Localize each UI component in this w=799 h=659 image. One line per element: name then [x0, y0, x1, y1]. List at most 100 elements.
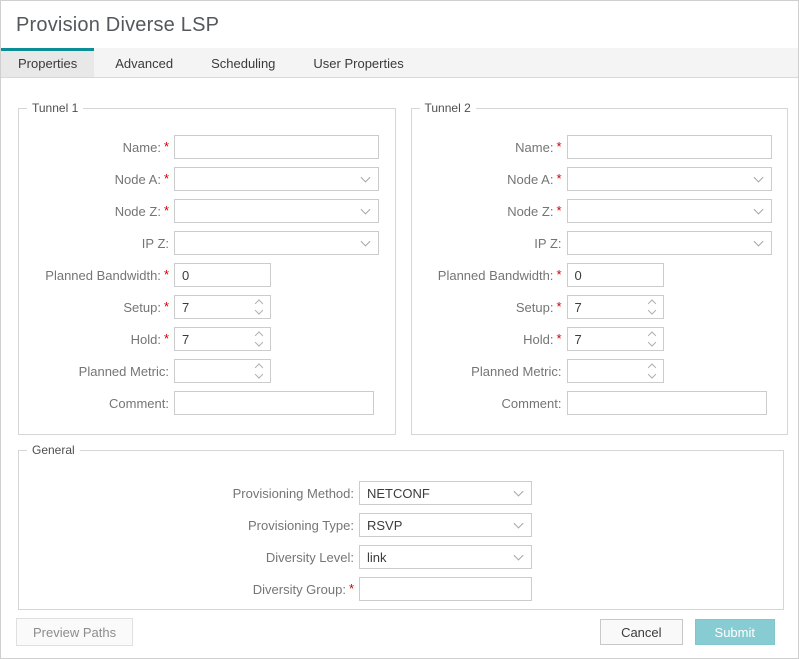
tab-advanced[interactable]: Advanced — [115, 56, 174, 71]
diversity-level-combobox[interactable] — [359, 545, 532, 569]
provisioning-method-row: Provisioning Method: — [19, 481, 783, 505]
tunnel2-hold-row: Hold: * — [412, 327, 788, 351]
tunnel2-ip-z-input[interactable] — [566, 231, 772, 255]
tunnel2-ip-z-combobox[interactable] — [566, 231, 772, 255]
submit-button[interactable]: Submit — [694, 619, 775, 645]
field-label: Comment: — [109, 395, 169, 411]
tunnel1-legend: Tunnel 1 — [32, 101, 79, 115]
tunnel1-comment-input[interactable] — [174, 391, 374, 415]
spinner-down-icon[interactable] — [254, 370, 264, 379]
tunnel2-node-z-input[interactable] — [566, 199, 772, 223]
tunnel2-setup-spinner[interactable] — [566, 295, 664, 319]
tunnel2-planned-metric-row: Planned Metric: — [412, 359, 788, 383]
tunnel1-fieldset: Tunnel 1 Name: * Node A: * Node Z: * IP Z: … — [18, 101, 396, 435]
tab-bar: Properties Advanced Scheduling User Prop… — [1, 48, 798, 78]
tunnel1-planned-bandwidth-input[interactable] — [174, 263, 271, 287]
field-label: Hold: — [523, 331, 554, 347]
required-marker: * — [556, 298, 562, 314]
tunnel2-node-a-input[interactable] — [566, 167, 772, 191]
field-label: Node A: — [114, 171, 161, 187]
provisioning-method-combobox[interactable] — [359, 481, 532, 505]
tunnel1-setup-row: Setup: * — [19, 295, 395, 319]
tab-scheduling[interactable]: Scheduling — [211, 56, 276, 71]
spinner-down-icon[interactable] — [647, 370, 656, 379]
required-marker: * — [163, 330, 169, 346]
field-label: Node Z: — [507, 203, 554, 219]
tunnel2-comment-input[interactable] — [566, 391, 767, 415]
tunnel2-setup-input[interactable] — [566, 295, 664, 319]
field-label: Planned Metric: — [471, 363, 562, 379]
required-marker: * — [556, 138, 562, 154]
cancel-button[interactable]: Cancel — [600, 619, 683, 645]
field-label: Name: — [515, 139, 554, 155]
tunnel1-setup-input[interactable] — [174, 295, 271, 319]
general-legend: General — [32, 443, 75, 457]
field-label: Planned Bandwidth: — [45, 267, 161, 283]
spinner-down-icon[interactable] — [647, 306, 656, 315]
required-marker: * — [163, 266, 169, 282]
tunnel1-node-a-row: Node A: * — [19, 167, 395, 191]
tunnel2-node-z-row: Node Z: * — [412, 199, 788, 223]
tunnel2-node-a-combobox[interactable] — [566, 167, 772, 191]
tunnel2-comment-row: Comment: — [412, 391, 788, 415]
required-marker: * — [556, 202, 562, 218]
field-label: Name: — [122, 139, 161, 155]
tunnel2-planned-bandwidth-row: Planned Bandwidth: * — [412, 263, 788, 287]
provisioning-type-input[interactable] — [359, 513, 532, 537]
tunnel1-node-z-input[interactable] — [174, 199, 379, 223]
spinner-down-icon[interactable] — [647, 338, 656, 347]
general-fieldset: General Provisioning Method: Provisionin… — [18, 443, 784, 610]
tunnel2-node-a-row: Node A: * — [412, 167, 788, 191]
required-marker: * — [163, 138, 169, 154]
tunnel1-hold-spinner[interactable] — [174, 327, 271, 351]
tunnel1-ip-z-combobox[interactable] — [174, 231, 379, 255]
field-label: Diversity Level: — [265, 549, 354, 565]
tunnel2-ip-z-row: IP Z: — [412, 231, 788, 255]
tunnel1-ip-z-row: IP Z: — [19, 231, 395, 255]
required-marker: * — [163, 298, 169, 314]
field-label: Provisioning Type: — [248, 517, 354, 533]
field-label: Node Z: — [114, 203, 161, 219]
tab-properties[interactable]: Properties — [1, 48, 95, 77]
tunnel2-hold-input[interactable] — [566, 327, 664, 351]
required-marker: * — [556, 266, 562, 282]
tunnel1-node-a-combobox[interactable] — [174, 167, 379, 191]
tunnel2-node-z-combobox[interactable] — [566, 199, 772, 223]
preview-paths-button[interactable]: Preview Paths — [16, 618, 134, 646]
tunnel1-planned-metric-input[interactable] — [174, 359, 271, 383]
tunnel1-setup-spinner[interactable] — [174, 295, 271, 319]
tunnel2-hold-spinner[interactable] — [566, 327, 664, 351]
page-title: Provision Diverse LSP — [16, 14, 220, 36]
field-label: IP Z: — [141, 235, 169, 251]
dialog-footer: Preview Paths Cancel Submit — [1, 610, 798, 646]
required-marker: * — [556, 330, 562, 346]
tunnels-section: Tunnel 1 Name: * Node A: * Node Z: * IP Z: … — [18, 101, 788, 435]
tunnel1-planned-metric-spinner[interactable] — [174, 359, 271, 383]
provisioning-type-combobox[interactable] — [359, 513, 532, 537]
tunnel2-name-input[interactable] — [566, 135, 772, 159]
tunnel1-ip-z-input[interactable] — [174, 231, 379, 255]
field-label: Setup: — [123, 299, 161, 315]
tunnel1-node-z-combobox[interactable] — [174, 199, 379, 223]
tunnel1-planned-metric-row: Planned Metric: — [19, 359, 395, 383]
tunnel1-name-input[interactable] — [174, 135, 379, 159]
diversity-group-input[interactable] — [359, 577, 532, 601]
tunnel2-planned-metric-spinner[interactable] — [566, 359, 664, 383]
tunnel1-hold-input[interactable] — [174, 327, 271, 351]
spinner-down-icon[interactable] — [254, 306, 264, 315]
tunnel2-planned-metric-input[interactable] — [566, 359, 664, 383]
provisioning-method-input[interactable] — [359, 481, 532, 505]
tunnel1-planned-bandwidth-row: Planned Bandwidth: * — [19, 263, 395, 287]
tunnel1-node-a-input[interactable] — [174, 167, 379, 191]
tunnel1-node-z-row: Node Z: * — [19, 199, 395, 223]
diversity-level-input[interactable] — [359, 545, 532, 569]
tunnel2-planned-bandwidth-input[interactable] — [566, 263, 664, 287]
provisioning-type-row: Provisioning Type: — [19, 513, 783, 537]
tunnel1-comment-row: Comment: — [19, 391, 395, 415]
spinner-down-icon[interactable] — [254, 338, 264, 347]
tab-user-properties[interactable]: User Properties — [313, 56, 404, 71]
required-marker: * — [163, 170, 169, 186]
field-label: Diversity Group: — [252, 581, 346, 597]
required-marker: * — [163, 202, 169, 218]
